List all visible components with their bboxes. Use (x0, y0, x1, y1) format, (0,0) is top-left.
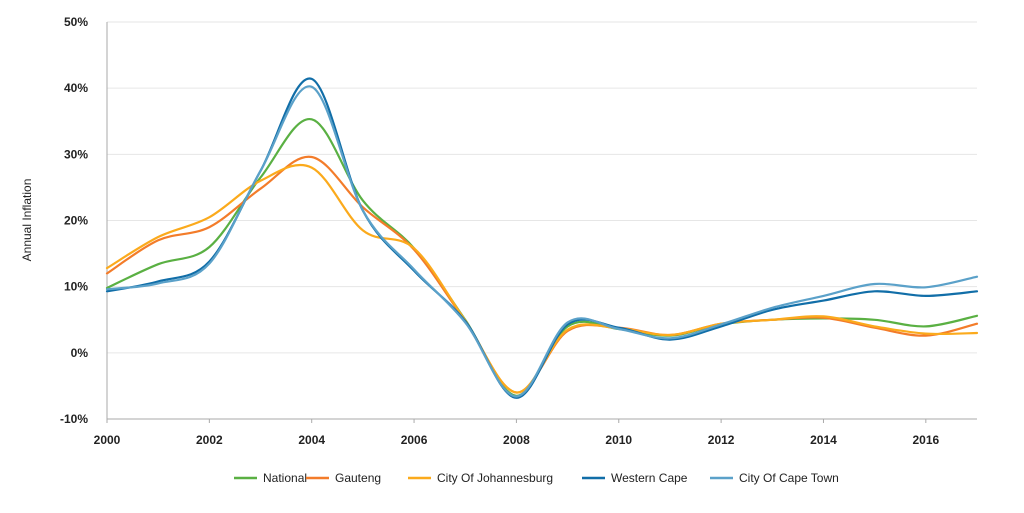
x-tick-label: 2004 (298, 433, 325, 447)
y-tick-label: 0% (71, 346, 89, 360)
legend-label: City Of Cape Town (739, 471, 839, 485)
x-tick-label: 2000 (94, 433, 121, 447)
x-tick-label: 2010 (605, 433, 632, 447)
legend-item-city-of-johannesburg: City Of Johannesburg (408, 471, 553, 485)
legend: National Gauteng City Of Johannesburg Weste… (234, 471, 839, 485)
legend-item-city-of-cape-town: City Of Cape Town (710, 471, 839, 485)
series-line-western-cape (105, 77, 979, 399)
series-line-national (105, 118, 979, 397)
series-lines (105, 77, 979, 399)
x-tick-label: 2006 (401, 433, 428, 447)
legend-item-western-cape: Western Cape (582, 471, 688, 485)
y-tick-label: 50% (64, 15, 88, 29)
legend-label: Gauteng (335, 471, 381, 485)
legend-item-gauteng: Gauteng (306, 471, 381, 485)
y-tick-label: -10% (60, 412, 88, 426)
legend-label: City Of Johannesburg (437, 471, 553, 485)
axes (106, 22, 977, 420)
y-tick-label: 40% (64, 81, 88, 95)
series-line-city-of-cape-town (105, 85, 979, 398)
legend-label: Western Cape (611, 471, 688, 485)
x-tick-label: 2014 (810, 433, 837, 447)
x-tick-label: 2002 (196, 433, 223, 447)
legend-item-national: National (234, 471, 307, 485)
series-line-gauteng (105, 155, 979, 394)
x-tick-label: 2016 (912, 433, 939, 447)
x-tick-label: 2008 (503, 433, 530, 447)
series-line-city-of-johannesburg (105, 163, 979, 394)
y-axis-label: Annual Inflation (20, 179, 34, 262)
y-tick-labels: -10% 0% 10% 20% 30% 40% 50% (60, 15, 88, 426)
gridlines (107, 21, 977, 354)
y-tick-label: 30% (64, 147, 88, 161)
legend-label: National (263, 471, 307, 485)
x-tick-labels: 2000 2002 2004 2006 2008 2010 2012 2014 2016 (94, 419, 939, 447)
y-tick-label: 10% (64, 280, 88, 294)
y-tick-label: 20% (64, 214, 88, 228)
x-tick-label: 2012 (708, 433, 735, 447)
